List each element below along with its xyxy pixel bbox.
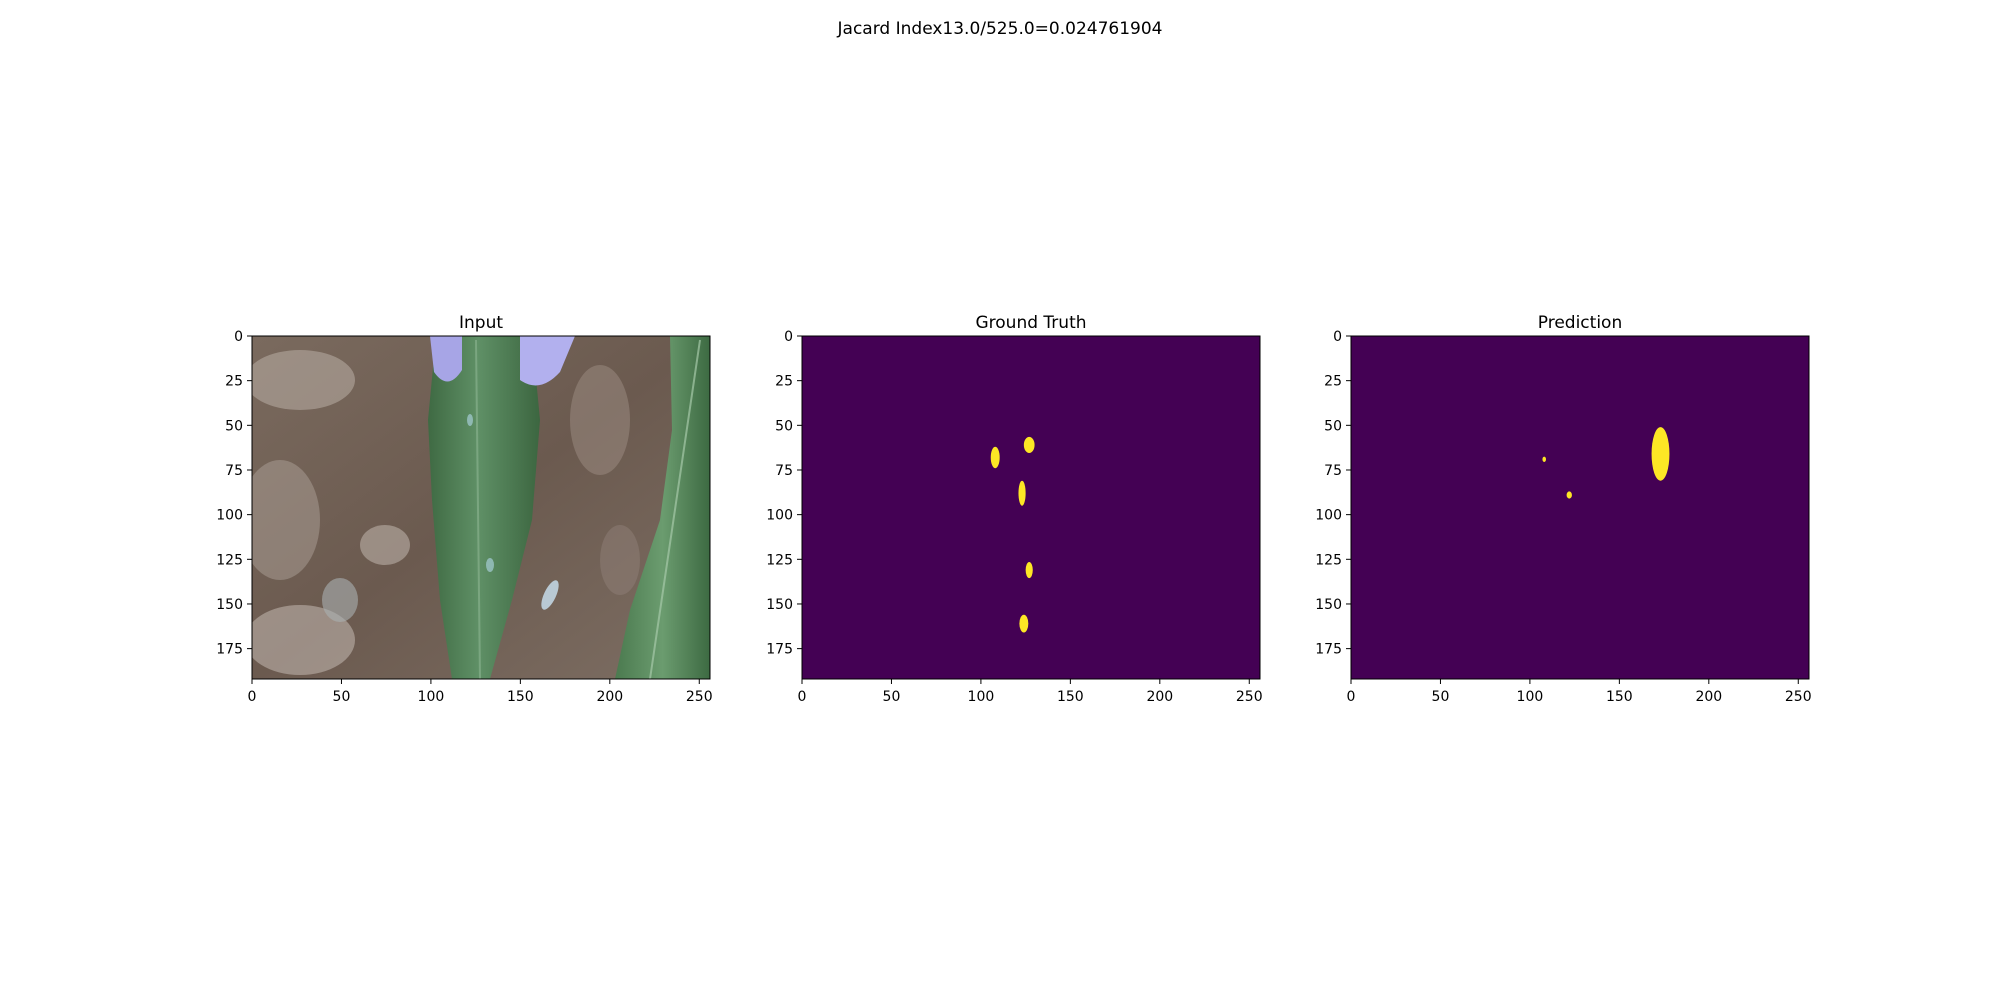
ground-truth-xtick-label: 200 — [1146, 689, 1173, 705]
prediction-mask-region-0 — [1651, 427, 1670, 481]
ground-truth-xtick-label: 100 — [968, 689, 995, 705]
prediction-xtick-label: 150 — [1606, 689, 1633, 705]
ground-truth-mask-background — [802, 336, 1260, 679]
ground-truth-mask-region-4 — [1019, 614, 1029, 633]
ground-truth-ytick-label: 100 — [766, 508, 793, 524]
prediction-title: Prediction — [1538, 313, 1622, 333]
ground-truth-ytick-label: 50 — [775, 418, 793, 434]
figure-suptitle: Jacard Index13.0/525.0=0.024761904 — [837, 19, 1163, 39]
panel-input: Input 0 50 100 150 200 250 0 25 50 75 100 125 150 175 — [216, 313, 712, 705]
ground-truth-xtick-label: 150 — [1057, 689, 1084, 705]
ground-truth-mask-region-1 — [1023, 436, 1035, 454]
prediction-xtick-label: 100 — [1517, 689, 1544, 705]
prediction-ytick-label: 75 — [1324, 463, 1342, 479]
ground-truth-xtick-label: 250 — [1236, 689, 1263, 705]
ground-truth-title: Ground Truth — [975, 313, 1086, 333]
prediction-ytick-label: 175 — [1315, 642, 1342, 658]
input-xtick-label: 250 — [686, 689, 713, 705]
ground-truth-axes-frame — [801, 335, 1261, 680]
prediction-mask-background — [1351, 336, 1809, 679]
prediction-ytick-label: 25 — [1324, 374, 1342, 390]
ground-truth-ytick-label: 125 — [766, 552, 793, 568]
prediction-mask-region-2 — [1566, 491, 1572, 499]
input-ytick-label: 25 — [225, 374, 243, 390]
prediction-mask-region-1 — [1542, 456, 1547, 462]
input-xtick-label: 50 — [333, 689, 351, 705]
ground-truth-ytick-label: 75 — [775, 463, 793, 479]
input-ytick-label: 0 — [234, 329, 243, 345]
prediction-ytick-label: 0 — [1333, 329, 1342, 345]
input-ytick-label: 50 — [225, 418, 243, 434]
input-ytick-label: 75 — [225, 463, 243, 479]
prediction-xtick-label: 50 — [1432, 689, 1450, 705]
input-axes-frame — [251, 335, 711, 680]
prediction-axes-frame — [1350, 335, 1810, 680]
prediction-xtick-label: 0 — [1347, 689, 1356, 705]
input-ytick-label: 175 — [216, 642, 243, 658]
prediction-xtick-label: 200 — [1695, 689, 1722, 705]
input-xtick-label: 200 — [596, 689, 623, 705]
ground-truth-ytick-label: 0 — [784, 329, 793, 345]
prediction-ytick-label: 50 — [1324, 418, 1342, 434]
ground-truth-xtick-label: 50 — [883, 689, 901, 705]
input-ytick-label: 125 — [216, 552, 243, 568]
ground-truth-ytick-label: 175 — [766, 642, 793, 658]
ground-truth-mask-region-3 — [1025, 561, 1033, 579]
prediction-ytick-label: 150 — [1315, 597, 1342, 613]
ground-truth-ytick-label: 25 — [775, 374, 793, 390]
input-xtick-label: 0 — [248, 689, 257, 705]
prediction-xtick-label: 250 — [1785, 689, 1812, 705]
ground-truth-mask-region-0 — [990, 446, 1000, 469]
input-title: Input — [459, 313, 503, 333]
prediction-ytick-label: 100 — [1315, 508, 1342, 524]
ground-truth-ytick-label: 150 — [766, 597, 793, 613]
input-xtick-label: 100 — [418, 689, 445, 705]
input-ytick-label: 100 — [216, 508, 243, 524]
ground-truth-mask-region-2 — [1018, 480, 1026, 506]
prediction-ytick-label: 125 — [1315, 552, 1342, 568]
input-photo — [252, 336, 710, 679]
panel-prediction: Prediction 0 50 100 150 200 250 0 25 50 75 100 125 15… — [1315, 313, 1811, 705]
panel-ground-truth: Ground Truth 0 50 100 150 200 250 0 25 50 75 100 125… — [766, 313, 1262, 705]
ground-truth-xtick-label: 0 — [798, 689, 807, 705]
input-xtick-label: 150 — [507, 689, 534, 705]
input-ytick-label: 150 — [216, 597, 243, 613]
